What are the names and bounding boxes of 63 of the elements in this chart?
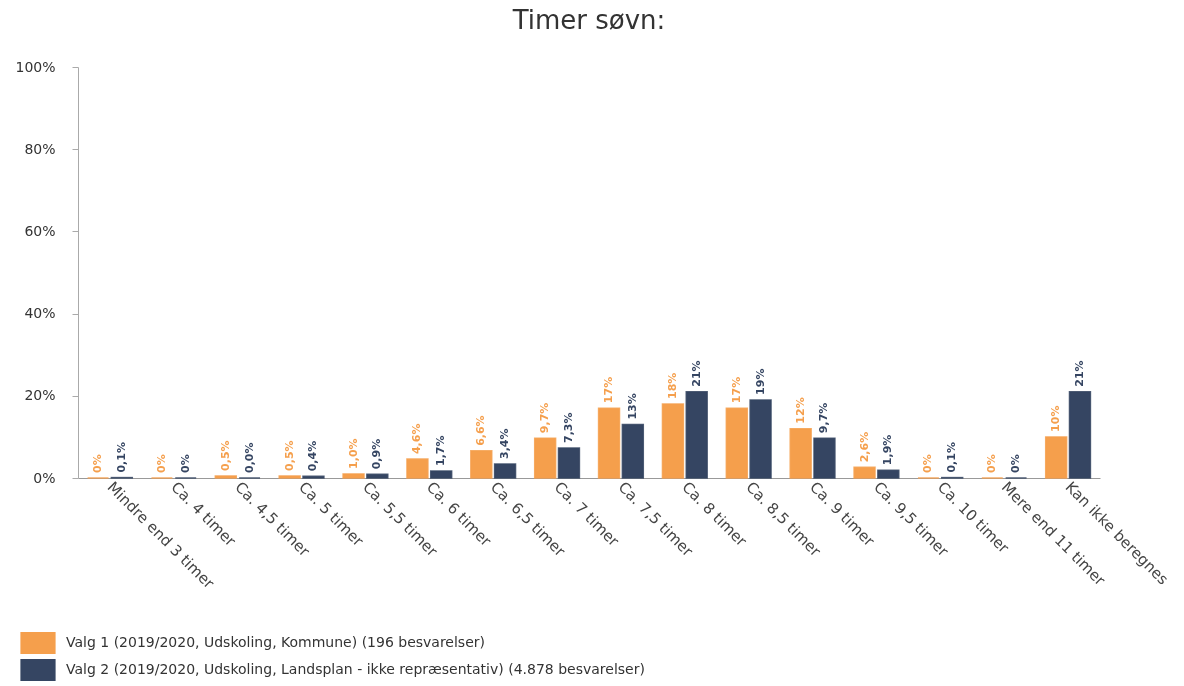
bar: [342, 473, 365, 479]
data-label: 12%: [793, 397, 807, 424]
bar: [789, 427, 812, 479]
bar: [725, 407, 749, 479]
data-label: 0%: [985, 454, 999, 473]
y-tick-label: 20%: [24, 387, 56, 404]
data-label: 0,5%: [218, 440, 232, 471]
data-label: 6,6%: [474, 415, 488, 446]
bar: [661, 403, 685, 479]
bar: [214, 475, 238, 479]
bar: [813, 437, 836, 479]
data-label: 10%: [1049, 405, 1063, 432]
data-label: 0%: [921, 454, 935, 473]
data-label: 3,4%: [498, 428, 512, 460]
data-label: 4,6%: [410, 423, 424, 455]
data-label: 19%: [753, 368, 767, 395]
data-label: 0%: [1009, 454, 1023, 473]
data-label: 0,5%: [282, 440, 296, 471]
data-label: 1,9%: [881, 434, 895, 466]
y-tick-label: 40%: [24, 305, 56, 322]
data-label: 7,3%: [561, 412, 575, 443]
data-label: 0%: [154, 454, 168, 473]
data-label: 21%: [689, 360, 703, 387]
bar: [533, 437, 557, 479]
y-tick-label: 80%: [24, 140, 56, 157]
y-tick-label: 0%: [33, 469, 56, 486]
data-label: 0%: [178, 454, 192, 473]
bar: [1044, 436, 1068, 479]
data-label: 9,7%: [538, 402, 552, 434]
bar: [557, 447, 581, 479]
bar: [685, 390, 708, 479]
data-label: 0%: [91, 454, 105, 473]
bar: [597, 407, 621, 479]
data-label: 18%: [665, 372, 679, 400]
data-label: 21%: [1072, 360, 1086, 387]
bar: [1068, 390, 1092, 479]
bar: [749, 399, 772, 479]
bar: [877, 469, 900, 479]
bar: [470, 450, 493, 479]
chart-title: Timer søvn:: [511, 5, 666, 35]
bar: [429, 470, 453, 479]
data-label: 1,7%: [434, 435, 448, 467]
y-tick-label: 60%: [24, 222, 56, 239]
data-label: 17%: [602, 376, 616, 404]
bar: [853, 466, 876, 479]
data-label: 0,1%: [114, 442, 128, 473]
bar: [406, 458, 429, 479]
data-label: 0,4%: [306, 440, 320, 472]
data-label: 17%: [729, 376, 743, 404]
bar: [278, 475, 301, 479]
data-label: 2,6%: [857, 431, 871, 463]
data-label: 0,0%: [242, 442, 256, 473]
data-label: 1,0%: [346, 438, 360, 469]
legend-label: Valg 2 (2019/2020, Udskoling, Landsplan - ikke repræsentativ) (4.878 besvarelser): [66, 661, 645, 677]
data-label: 0,9%: [370, 438, 384, 470]
bar: [621, 423, 645, 479]
data-label: 13%: [625, 393, 639, 420]
legend-label: Valg 1 (2019/2020, Udskoling, Kommune) (196 besvarelser): [66, 634, 485, 650]
data-label: 0,1%: [945, 442, 959, 473]
y-tick-label: 100%: [15, 58, 56, 75]
data-label: 9,7%: [817, 402, 831, 434]
bar: [493, 463, 517, 479]
bar: [366, 473, 389, 479]
